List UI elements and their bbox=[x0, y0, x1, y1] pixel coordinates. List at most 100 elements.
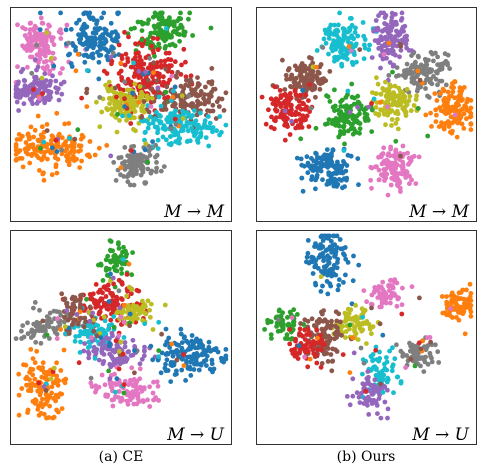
point-stray-gray bbox=[358, 345, 364, 351]
point-green bbox=[345, 114, 351, 120]
point-brown bbox=[328, 325, 333, 331]
point-stray-brown bbox=[141, 99, 147, 104]
point-stray-pink bbox=[427, 335, 433, 340]
point-pink bbox=[391, 291, 397, 297]
point-purple bbox=[42, 71, 48, 77]
point-purple bbox=[42, 85, 48, 91]
point-blue bbox=[73, 48, 78, 53]
point-brown bbox=[198, 89, 204, 94]
point-red bbox=[300, 333, 305, 339]
point-blue bbox=[305, 250, 311, 256]
point-cyan bbox=[77, 333, 82, 339]
point-blue bbox=[92, 40, 98, 46]
point-stray-red bbox=[121, 382, 127, 388]
point-stray-brown bbox=[113, 85, 118, 91]
point-gray bbox=[37, 325, 43, 331]
point-orange bbox=[38, 132, 44, 138]
point-olive bbox=[114, 98, 119, 103]
point-blue bbox=[338, 168, 344, 174]
point-gray bbox=[400, 353, 406, 359]
point-purple bbox=[371, 397, 377, 403]
point-cyan bbox=[360, 20, 366, 25]
point-red bbox=[308, 344, 313, 350]
point-stray-brown bbox=[357, 47, 363, 52]
point-blue bbox=[318, 168, 324, 174]
point-olive bbox=[124, 293, 129, 299]
point-cyan bbox=[376, 358, 382, 364]
point-stray-brown bbox=[369, 305, 374, 311]
point-stray-brown bbox=[398, 43, 404, 49]
point-gray bbox=[126, 158, 132, 164]
point-green bbox=[139, 19, 144, 25]
point-blue bbox=[313, 186, 318, 192]
point-purple bbox=[389, 14, 395, 20]
point-red bbox=[167, 77, 173, 83]
point-brown bbox=[310, 69, 316, 74]
point-pink bbox=[399, 302, 405, 308]
point-purple bbox=[385, 406, 391, 412]
point-pink bbox=[102, 382, 108, 388]
point-red bbox=[287, 132, 293, 137]
point-purple bbox=[128, 353, 134, 358]
point-gray bbox=[136, 158, 142, 164]
point-gray bbox=[439, 62, 445, 68]
point-gray bbox=[424, 62, 430, 68]
point-cyan bbox=[322, 27, 328, 33]
point-purple bbox=[142, 348, 147, 354]
point-orange bbox=[453, 295, 458, 301]
point-red bbox=[305, 364, 311, 370]
point-pink bbox=[394, 303, 400, 309]
point-olive bbox=[397, 88, 403, 94]
point-pink bbox=[401, 151, 407, 157]
point-pink bbox=[380, 279, 386, 285]
point-gray bbox=[113, 178, 119, 183]
point-green bbox=[151, 23, 157, 29]
point-cyan bbox=[217, 132, 223, 138]
point-pink bbox=[413, 181, 419, 187]
point-blue bbox=[68, 61, 74, 66]
point-cyan bbox=[177, 136, 183, 141]
point-purple bbox=[24, 92, 30, 98]
point-red bbox=[88, 296, 93, 302]
point-pink bbox=[369, 292, 375, 298]
point-purple bbox=[364, 376, 370, 381]
point-stray-green bbox=[390, 69, 395, 75]
point-orange bbox=[446, 105, 451, 111]
point-green bbox=[323, 121, 328, 127]
point-purple bbox=[30, 101, 35, 107]
point-purple bbox=[391, 19, 397, 25]
point-orange bbox=[449, 290, 455, 296]
point-stray-blue bbox=[107, 340, 113, 346]
point-pink bbox=[416, 154, 422, 160]
point-pink bbox=[27, 31, 33, 36]
point-red bbox=[128, 121, 134, 126]
point-orange bbox=[433, 107, 439, 113]
point-green bbox=[178, 22, 184, 28]
point-olive bbox=[149, 95, 155, 101]
point-stray-blue bbox=[172, 84, 178, 90]
point-red bbox=[169, 69, 175, 75]
point-pink bbox=[134, 386, 140, 391]
point-stray-blue bbox=[132, 348, 137, 353]
point-orange bbox=[451, 107, 456, 113]
point-cyan bbox=[206, 143, 212, 149]
point-stray-purple bbox=[282, 108, 288, 114]
point-orange bbox=[454, 134, 460, 140]
point-orange bbox=[433, 119, 439, 124]
point-pink bbox=[407, 181, 412, 187]
point-purple bbox=[86, 355, 92, 361]
point-blue bbox=[109, 37, 115, 42]
point-purple bbox=[35, 64, 41, 70]
point-purple bbox=[402, 23, 408, 29]
point-olive bbox=[380, 108, 386, 113]
point-stray-purple bbox=[74, 312, 80, 317]
point-pink bbox=[398, 189, 403, 194]
point-cyan bbox=[121, 335, 127, 340]
point-stray-orange bbox=[75, 51, 81, 57]
point-pink bbox=[115, 394, 121, 400]
point-stray-gray bbox=[88, 375, 94, 381]
point-pink bbox=[15, 64, 20, 70]
point-gray bbox=[145, 166, 151, 172]
point-gray bbox=[21, 334, 27, 340]
point-stray-blue bbox=[130, 90, 135, 96]
